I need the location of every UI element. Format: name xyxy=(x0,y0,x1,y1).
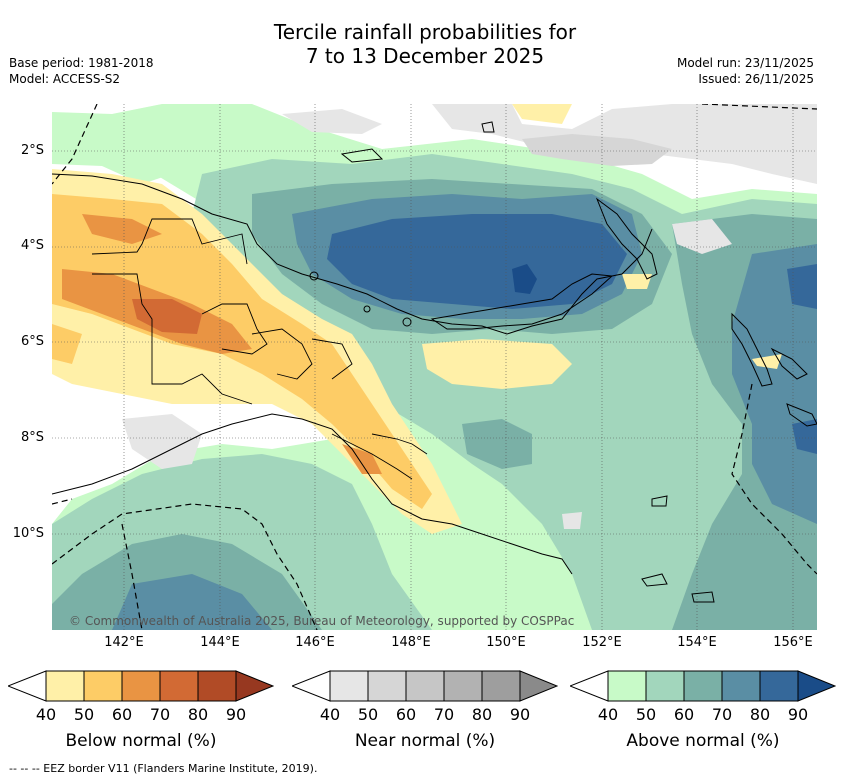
near-normal-swatch-90 xyxy=(519,670,558,702)
below-normal-70-layer xyxy=(132,299,202,334)
above-normal-swatch-90 xyxy=(797,670,836,702)
below-normal-colorbar xyxy=(8,670,274,702)
lat-label-6s: 6°S xyxy=(20,334,44,349)
lon-label-154e: 154°E xyxy=(677,635,717,650)
above-normal-swatch-80 xyxy=(759,670,799,702)
model-run-text: Model run: 23/11/2025 xyxy=(676,56,814,70)
below-normal-50-layer xyxy=(52,194,432,509)
model-info: Base period: 1981-2018 Model: ACCESS-S2 xyxy=(9,55,154,87)
model-name-text: Model: ACCESS-S2 xyxy=(9,72,121,86)
above-normal-swatch-50 xyxy=(645,670,685,702)
above-normal-swatch-70 xyxy=(721,670,761,702)
below-normal-swatch-40 xyxy=(45,670,85,702)
title-line-1: Tercile rainfall probabilities for xyxy=(273,20,577,44)
above-normal-label: Above normal (%) xyxy=(626,731,780,751)
above-tick-40: 40 xyxy=(597,705,619,724)
run-info: Model run: 23/11/2025 Issued: 26/11/2025 xyxy=(677,55,814,87)
near-tick-70: 70 xyxy=(433,705,455,724)
above-normal-90-layer xyxy=(512,264,537,294)
coastlines xyxy=(52,121,817,603)
near-normal-swatch-40 xyxy=(329,670,369,702)
above-tick-80: 80 xyxy=(749,705,771,724)
below-normal-label: Below normal (%) xyxy=(65,731,217,751)
lon-label-142e: 142°E xyxy=(104,635,144,650)
lat-label-2s: 2°S xyxy=(20,143,44,158)
rainfall-probability-map: © Commonwealth of Australia 2025, Bureau… xyxy=(52,104,817,630)
near-normal-colorbar-arrow-low xyxy=(292,670,331,702)
near-tick-80: 80 xyxy=(471,705,493,724)
title-line-2: 7 to 13 December 2025 xyxy=(305,44,545,68)
near-normal-swatch-50 xyxy=(367,670,407,702)
below-tick-80: 80 xyxy=(187,705,209,724)
base-period-text: Base period: 1981-2018 xyxy=(9,56,154,70)
lon-label-156e: 156°E xyxy=(773,635,813,650)
above-normal-swatch-60 xyxy=(683,670,723,702)
copyright-notice: © Commonwealth of Australia 2025, Bureau… xyxy=(69,614,574,628)
lon-label-148e: 148°E xyxy=(391,635,431,650)
below-normal-swatch-70 xyxy=(159,670,199,702)
above-tick-70: 70 xyxy=(711,705,733,724)
near-normal-swatch-80 xyxy=(481,670,521,702)
province-borders xyxy=(91,218,428,480)
below-normal-swatch-50 xyxy=(83,670,123,702)
above-tick-90: 90 xyxy=(787,705,809,724)
above-normal-colorbar-arrow-low xyxy=(570,670,609,702)
above-tick-50: 50 xyxy=(635,705,657,724)
lat-label-8s: 8°S xyxy=(20,430,44,445)
below-tick-70: 70 xyxy=(149,705,171,724)
lon-label-144e: 144°E xyxy=(200,635,240,650)
near-tick-40: 40 xyxy=(319,705,341,724)
lon-label-152e: 152°E xyxy=(582,635,622,650)
below-tick-90: 90 xyxy=(225,705,247,724)
near-normal-50-layer xyxy=(522,134,672,166)
near-normal-swatch-70 xyxy=(443,670,483,702)
near-normal-swatch-60 xyxy=(405,670,445,702)
near-tick-50: 50 xyxy=(357,705,379,724)
lon-label-150e: 150°E xyxy=(486,635,526,650)
map-title: Tercile rainfall probabilities for 7 to … xyxy=(0,20,850,68)
near-normal-colorbar xyxy=(292,670,558,702)
lat-label-10s: 10°S xyxy=(12,526,44,541)
above-normal-colorbar xyxy=(570,670,836,702)
above-normal-80-layer xyxy=(327,214,817,454)
near-normal-label: Near normal (%) xyxy=(354,731,496,751)
below-normal-colorbar-arrow-low xyxy=(8,670,47,702)
near-tick-90: 90 xyxy=(509,705,531,724)
near-tick-60: 60 xyxy=(395,705,417,724)
issued-text: Issued: 26/11/2025 xyxy=(698,72,814,86)
above-normal-swatch-40 xyxy=(607,670,647,702)
lat-label-4s: 4°S xyxy=(20,238,44,253)
below-normal-swatch-80 xyxy=(197,670,237,702)
below-normal-swatch-60 xyxy=(121,670,161,702)
eez-footnote: -- -- -- EEZ border V11 (Flanders Marine… xyxy=(9,762,318,775)
below-normal-swatch-90 xyxy=(235,670,274,702)
lon-label-146e: 146°E xyxy=(295,635,335,650)
below-tick-60: 60 xyxy=(111,705,133,724)
above-tick-60: 60 xyxy=(673,705,695,724)
below-tick-40: 40 xyxy=(35,705,57,724)
below-tick-50: 50 xyxy=(73,705,95,724)
eez-borders xyxy=(52,104,817,630)
